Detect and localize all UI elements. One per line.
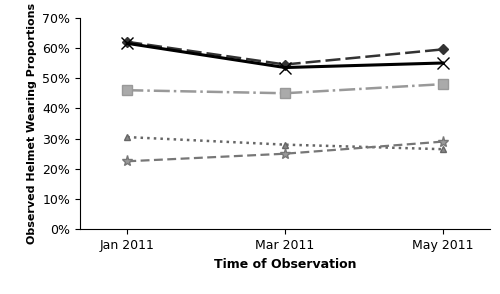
Kampong Cham (124, 160, 130, 163)
Siem Reap (282, 66, 288, 69)
Kampong Speu (440, 147, 446, 151)
Kandal (440, 82, 446, 86)
Phnom Penh (124, 40, 130, 44)
Line: Siem Reap: Siem Reap (122, 38, 448, 73)
Kampong Cham (282, 152, 288, 156)
Line: Kampong Speu: Kampong Speu (124, 133, 446, 153)
Kampong Cham (440, 140, 446, 143)
Phnom Penh (282, 63, 288, 66)
X-axis label: Time of Observation: Time of Observation (214, 258, 356, 270)
Kampong Speu (124, 135, 130, 139)
Y-axis label: Observed Helmet Wearing Proportions: Observed Helmet Wearing Proportions (26, 3, 36, 244)
Kandal (282, 91, 288, 95)
Kandal (124, 88, 130, 92)
Line: Kampong Cham: Kampong Cham (122, 136, 448, 167)
Siem Reap (440, 61, 446, 65)
Kampong Speu (282, 143, 288, 146)
Line: Phnom Penh: Phnom Penh (124, 38, 446, 68)
Line: Kandal: Kandal (122, 79, 448, 98)
Phnom Penh (440, 48, 446, 51)
Siem Reap (124, 41, 130, 45)
